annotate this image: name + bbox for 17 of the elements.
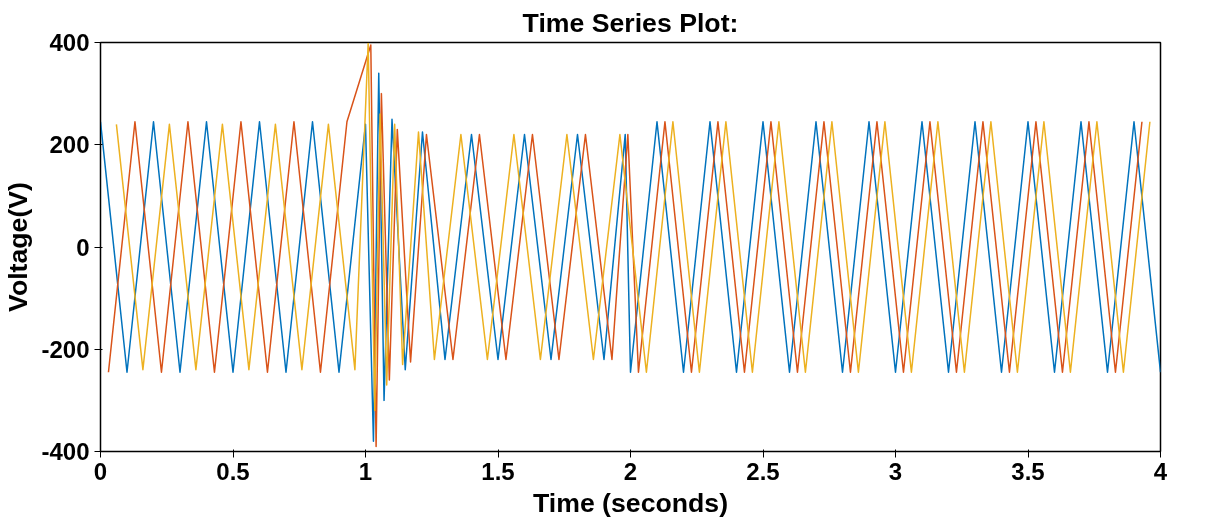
x-tick-label: 0	[93, 457, 108, 485]
x-axis-title: Time (seconds)	[532, 487, 729, 518]
y-tick-label: 400	[49, 29, 90, 56]
x-tick-label: 2.5	[746, 457, 780, 485]
x-tick-label: 1.5	[481, 457, 515, 485]
x-tick-label: 3.5	[1011, 457, 1045, 485]
y-tick-label: -200	[41, 335, 90, 363]
x-tick-label: 0.5	[216, 457, 250, 485]
x-tick-label: 1	[358, 457, 373, 485]
x-tick-label: 4	[1153, 457, 1168, 485]
y-tick-label: 0	[76, 233, 90, 261]
y-tick-label: 200	[49, 131, 90, 159]
y-axis-title: Voltage(V)	[3, 182, 34, 312]
chart-title: Time Series Plot:	[522, 7, 739, 38]
x-tick-label: 3	[888, 457, 903, 485]
x-tick-label: 2	[623, 457, 638, 485]
y-tick-label: -400	[41, 438, 90, 465]
